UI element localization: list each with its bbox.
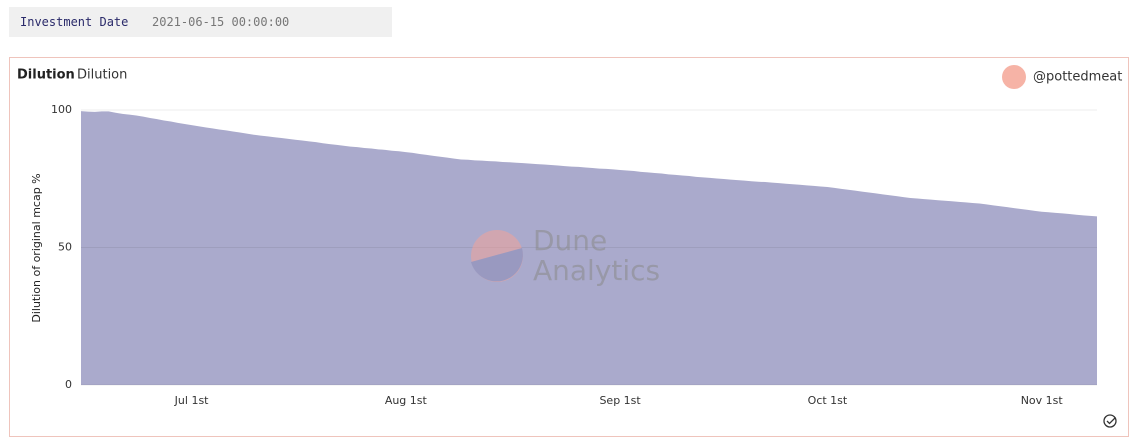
chart-subtitle: Dilution: [77, 68, 127, 83]
x-tick-label: Aug 1st: [385, 394, 428, 407]
parameter[interactable]: Investment Date 2021-06-15 00:00:00: [9, 7, 392, 37]
x-tick-label: Nov 1st: [1021, 394, 1064, 407]
y-tick-label: 50: [58, 241, 72, 254]
watermark-text: Analytics: [533, 254, 660, 287]
y-axis-label: Dilution of original mcap %: [30, 173, 43, 322]
watermark-logo-part: [471, 248, 523, 282]
author-avatar[interactable]: [1002, 65, 1026, 89]
parameter-value[interactable]: 2021-06-15 00:00:00: [152, 15, 290, 29]
author[interactable]: @pottedmeat: [1033, 70, 1122, 85]
parameter-label: Investment Date: [20, 15, 129, 29]
y-tick-label: 0: [65, 378, 72, 391]
x-tick-label: Jul 1st: [174, 394, 209, 407]
check-icon[interactable]: [1103, 414, 1117, 428]
x-tick-label: Oct 1st: [808, 394, 848, 407]
area: [81, 111, 1097, 385]
watermark: Dune Analytics: [471, 224, 660, 287]
y-tick-label: 100: [51, 103, 72, 116]
check-circle: [1103, 414, 1117, 428]
x-tick-label: Sep 1st: [599, 394, 641, 407]
watermark-text: Dune: [533, 224, 607, 257]
chart-title: Dilution: [17, 68, 75, 83]
check-mark: [1106, 417, 1116, 425]
panel-border: [9, 57, 1129, 437]
